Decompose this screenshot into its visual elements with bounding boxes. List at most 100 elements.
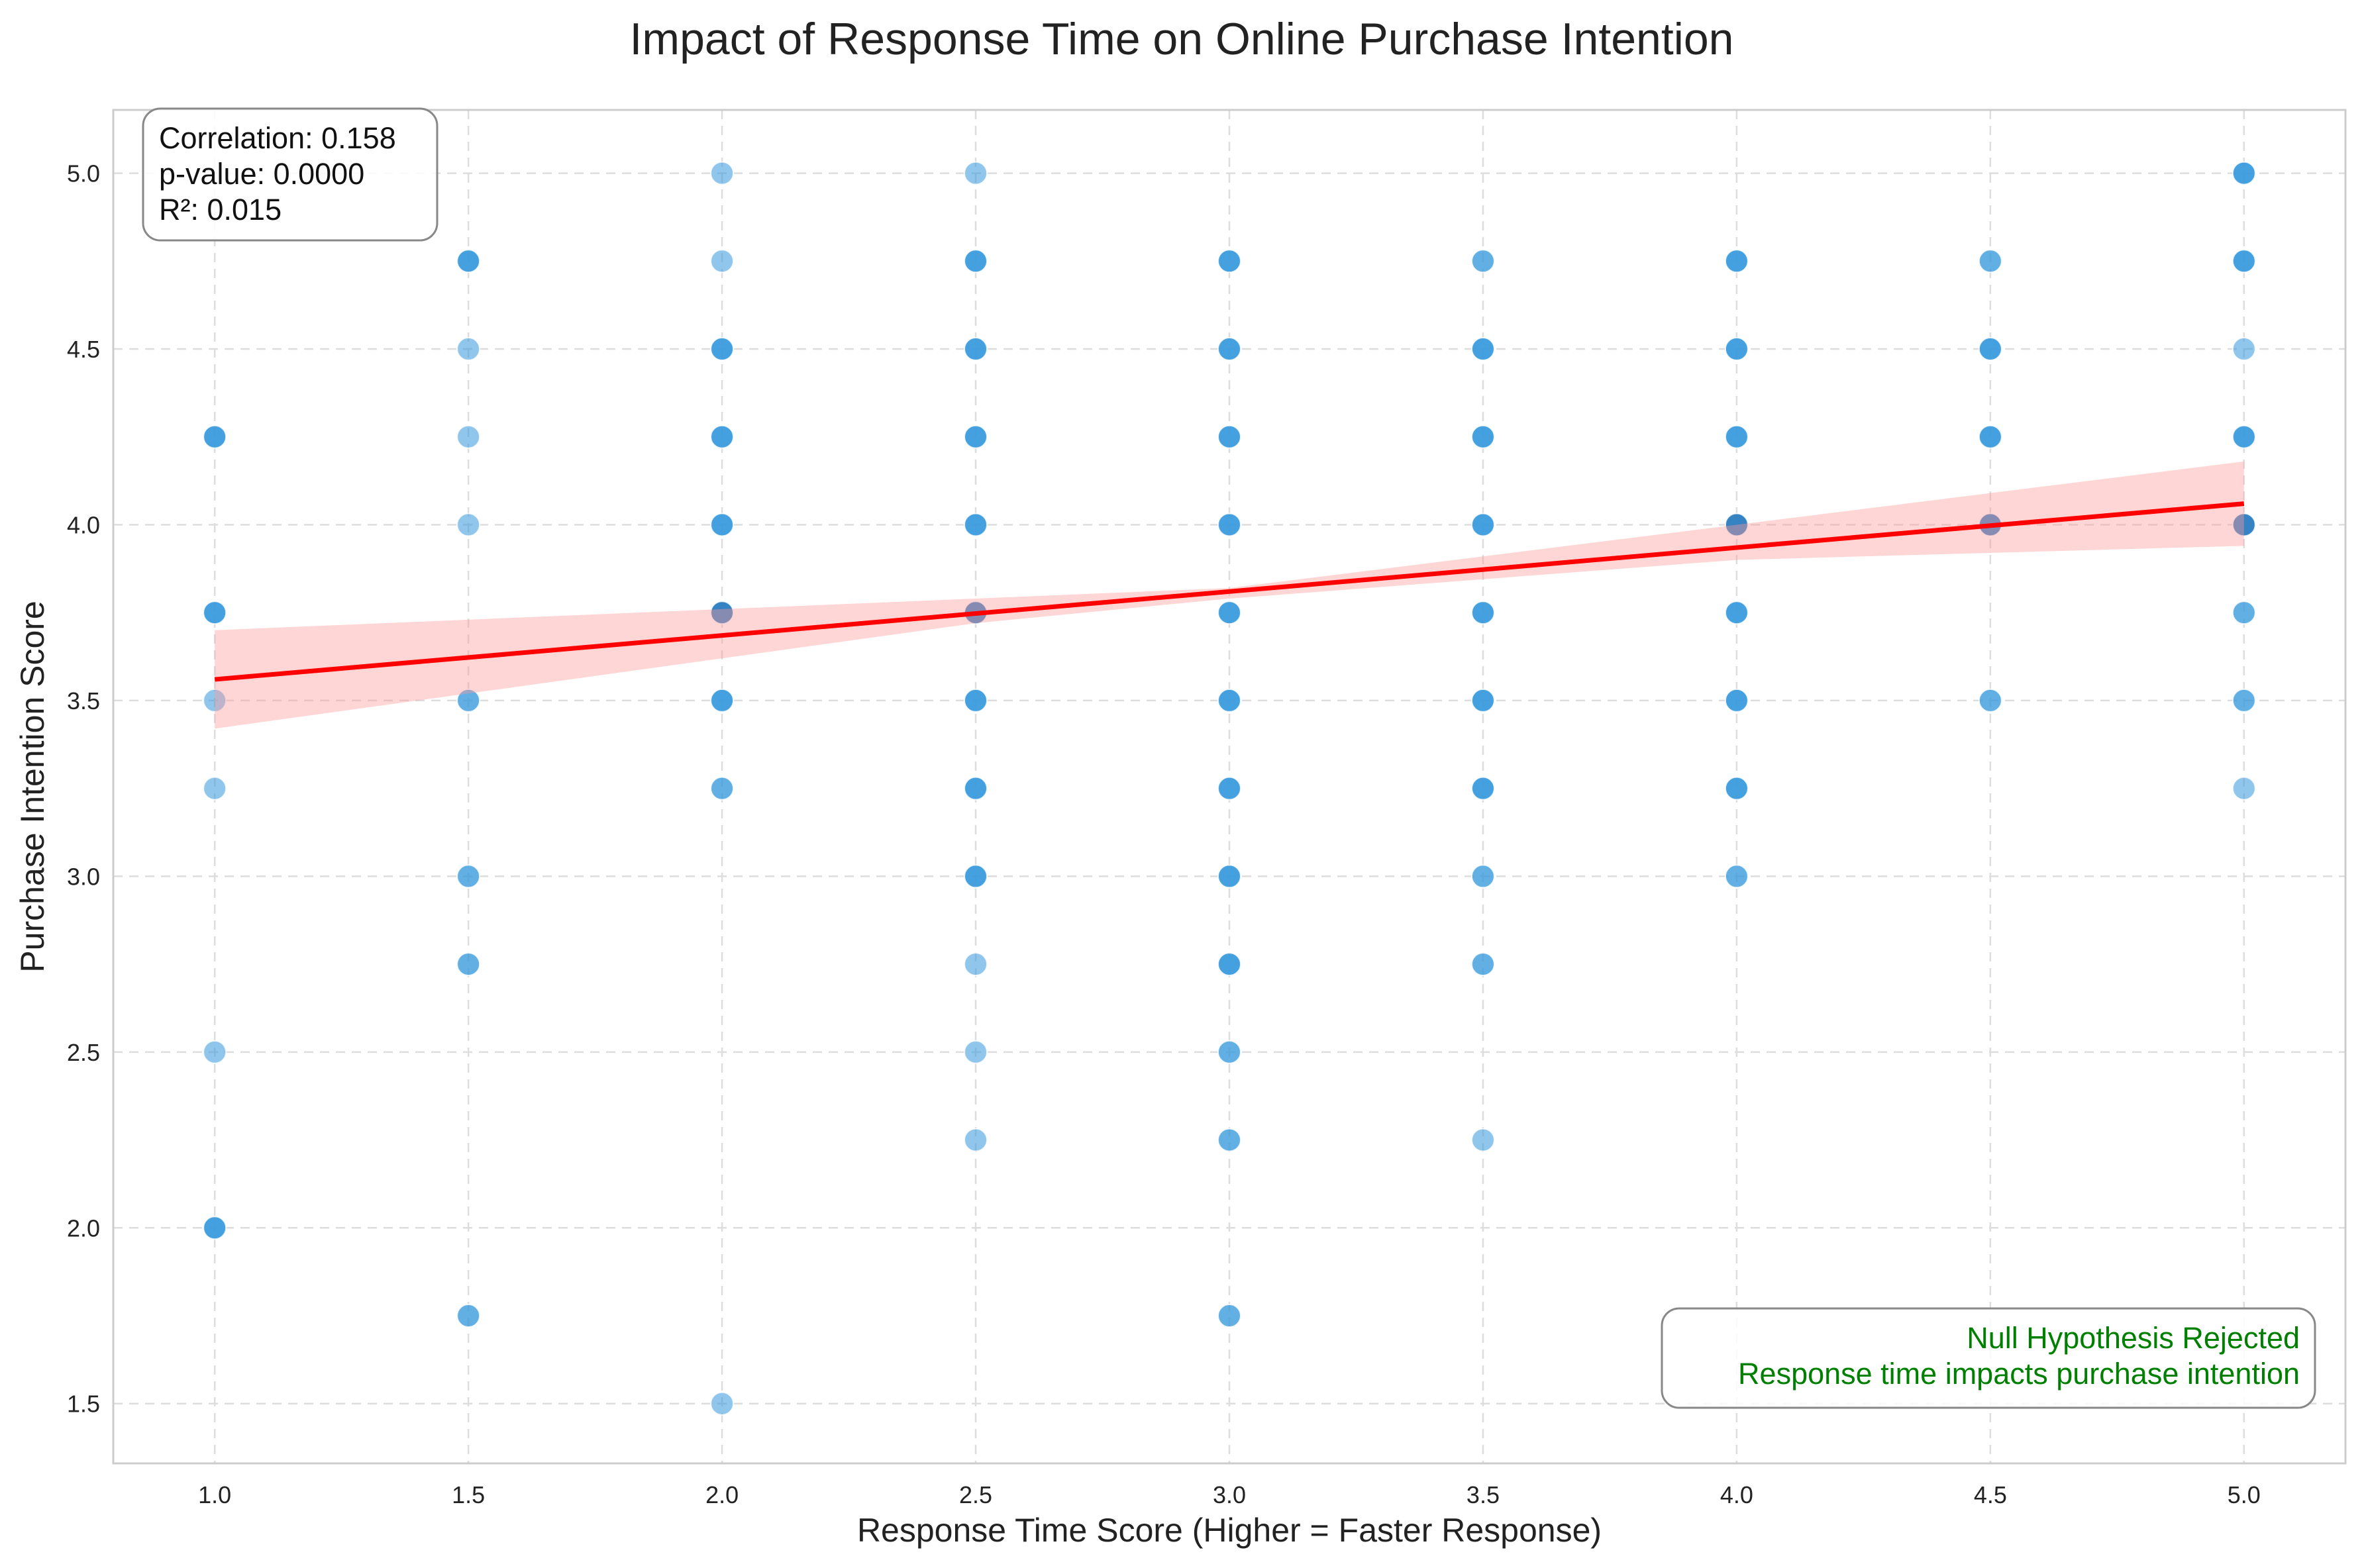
y-axis-label: Purchase Intention Score	[14, 601, 51, 972]
data-point	[2232, 688, 2256, 712]
data-point	[2232, 601, 2256, 625]
y-tick-labels: 1.5 2.0 2.5 3.0 3.5 4.0 4.5 5.0	[67, 160, 100, 1418]
data-point	[1724, 864, 1749, 889]
data-point	[456, 952, 481, 977]
data-point	[456, 688, 481, 712]
x-tick-label: 5.0	[2228, 1481, 2261, 1508]
data-point	[2232, 424, 2256, 449]
data-point	[1217, 688, 1241, 712]
data-point	[710, 513, 735, 537]
stats-r-squared: R²: 0.015	[159, 193, 282, 226]
data-point	[1724, 688, 1749, 712]
data-point	[1470, 601, 1495, 625]
data-point	[1217, 513, 1241, 537]
conclusion-line-1: Null Hypothesis Rejected	[1967, 1321, 2300, 1355]
data-point	[1470, 513, 1495, 537]
data-point	[2232, 776, 2256, 801]
data-point	[964, 776, 988, 801]
x-tick-label: 4.5	[1974, 1481, 2007, 1508]
data-point	[964, 688, 988, 712]
data-point	[203, 601, 227, 625]
data-point	[1978, 249, 2002, 273]
data-point	[964, 161, 988, 185]
data-point	[203, 424, 227, 449]
conclusion-box-frame	[1661, 1307, 2316, 1409]
plot-area-frame	[112, 109, 2347, 1465]
conclusion-annotation-box: Null Hypothesis Rejected Response time i…	[1661, 1307, 2316, 1409]
data-point	[964, 424, 988, 449]
data-point	[2232, 337, 2256, 362]
data-point	[710, 776, 735, 801]
confidence-band	[215, 461, 2244, 729]
data-point	[1217, 952, 1241, 977]
data-point	[964, 249, 988, 273]
data-point	[2232, 513, 2256, 537]
data-point	[1217, 776, 1241, 801]
data-point	[1724, 424, 1749, 449]
data-point	[1217, 864, 1241, 889]
data-point	[1724, 249, 1749, 273]
y-tick-label: 1.5	[67, 1391, 100, 1418]
data-point	[1217, 1304, 1241, 1328]
data-point	[710, 601, 735, 625]
y-tick-label: 2.5	[67, 1039, 100, 1066]
x-tick-label: 2.5	[959, 1481, 992, 1508]
data-point	[1217, 601, 1241, 625]
data-point	[2232, 249, 2256, 273]
regression-line	[214, 501, 2245, 682]
data-point	[1724, 513, 1749, 537]
data-point	[710, 161, 735, 185]
data-point	[710, 249, 735, 273]
data-point	[203, 1216, 227, 1240]
data-point	[710, 688, 735, 712]
y-tick-label: 2.0	[67, 1214, 100, 1242]
data-point	[710, 424, 735, 449]
data-point	[1217, 1128, 1241, 1152]
data-point	[456, 424, 481, 449]
y-tick-label: 4.5	[67, 336, 100, 363]
x-tick-label: 3.0	[1213, 1481, 1246, 1508]
data-point	[964, 952, 988, 977]
data-point	[1470, 424, 1495, 449]
stats-annotation-box: Correlation: 0.158 p-value: 0.0000 R²: 0…	[142, 107, 438, 242]
y-tick-label: 3.5	[67, 687, 100, 714]
data-point	[964, 1128, 988, 1152]
x-tick-label: 4.0	[1720, 1481, 1753, 1508]
data-point	[1724, 776, 1749, 801]
data-point	[964, 513, 988, 537]
data-point	[1217, 337, 1241, 362]
scatter-points	[203, 161, 2256, 1416]
x-tick-label: 3.5	[1466, 1481, 1500, 1508]
data-point	[1217, 1040, 1241, 1064]
data-point	[1470, 776, 1495, 801]
stats-correlation: Correlation: 0.158	[159, 121, 396, 155]
x-tick-label: 1.5	[452, 1481, 485, 1508]
data-point	[1217, 249, 1241, 273]
y-tick-label: 5.0	[67, 160, 100, 187]
conclusion-line-2: Response time impacts purchase intention	[1738, 1357, 2300, 1391]
stats-box-frame	[142, 107, 438, 242]
data-point	[1217, 424, 1241, 449]
data-point	[1470, 337, 1495, 362]
data-point	[1978, 688, 2002, 712]
data-point	[1470, 864, 1495, 889]
data-point	[456, 249, 481, 273]
y-tick-label: 4.0	[67, 511, 100, 538]
chart-title: Impact of Response Time on Online Purcha…	[630, 14, 1734, 64]
y-tick-label: 3.0	[67, 863, 100, 890]
data-point	[1724, 337, 1749, 362]
data-point	[1978, 424, 2002, 449]
x-tick-labels: 1.0 1.5 2.0 2.5 3.0 3.5 4.0 4.5 5.0	[198, 1481, 2261, 1508]
data-point	[1470, 952, 1495, 977]
stats-p-value: p-value: 0.0000	[159, 157, 364, 191]
data-point	[1470, 688, 1495, 712]
data-point	[1470, 1128, 1495, 1152]
data-point	[710, 1391, 735, 1416]
data-point	[456, 1304, 481, 1328]
data-point	[1470, 249, 1495, 273]
x-axis-label: Response Time Score (Higher = Faster Res…	[857, 1512, 1602, 1549]
data-point	[456, 513, 481, 537]
data-point	[203, 1040, 227, 1064]
data-point	[710, 337, 735, 362]
